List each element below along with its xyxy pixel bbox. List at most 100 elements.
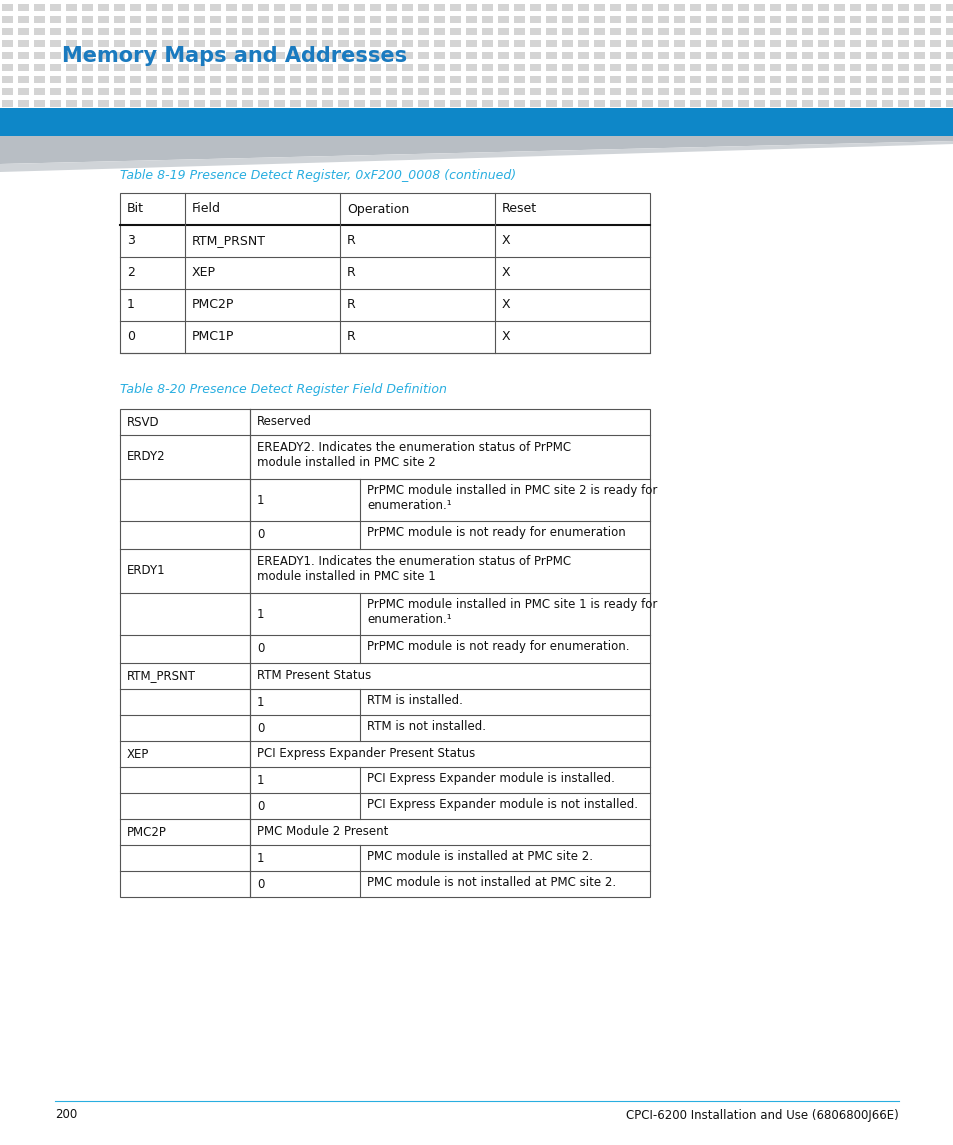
Bar — [530, 100, 540, 106]
Bar — [849, 3, 861, 11]
Bar — [18, 40, 29, 47]
Text: PMC2P: PMC2P — [127, 826, 167, 838]
Bar — [705, 52, 717, 60]
Bar — [514, 40, 524, 47]
Bar — [721, 88, 732, 95]
Bar — [497, 52, 509, 60]
Bar — [50, 27, 61, 35]
Bar — [625, 100, 637, 106]
Bar — [66, 40, 77, 47]
Bar — [34, 40, 45, 47]
Bar — [865, 16, 876, 23]
Bar — [497, 88, 509, 95]
Bar — [82, 27, 92, 35]
Bar — [450, 76, 460, 82]
Bar — [113, 3, 125, 11]
Text: R: R — [347, 235, 355, 247]
Bar — [594, 64, 604, 71]
Bar — [801, 76, 812, 82]
Bar — [130, 16, 141, 23]
Text: RTM_PRSNT: RTM_PRSNT — [192, 235, 266, 247]
Bar — [370, 52, 380, 60]
Bar — [82, 76, 92, 82]
Bar — [658, 52, 668, 60]
Bar — [290, 52, 301, 60]
Bar — [257, 27, 269, 35]
Bar — [785, 76, 796, 82]
Bar — [721, 64, 732, 71]
Bar — [545, 88, 557, 95]
Bar — [322, 52, 333, 60]
Bar — [18, 88, 29, 95]
Bar — [386, 64, 396, 71]
Bar — [274, 52, 285, 60]
Bar — [322, 16, 333, 23]
Bar — [113, 52, 125, 60]
Bar — [817, 16, 828, 23]
Bar — [370, 16, 380, 23]
Bar — [113, 27, 125, 35]
Bar — [306, 76, 316, 82]
Bar — [130, 100, 141, 106]
Bar — [865, 52, 876, 60]
Bar — [193, 64, 205, 71]
Bar — [274, 88, 285, 95]
Bar — [322, 3, 333, 11]
Bar — [417, 88, 429, 95]
Bar — [882, 88, 892, 95]
Bar — [769, 52, 781, 60]
Bar — [401, 64, 413, 71]
Bar — [401, 16, 413, 23]
Bar — [865, 76, 876, 82]
Bar — [226, 3, 236, 11]
Text: Reserved: Reserved — [256, 414, 312, 428]
Text: ERDY1: ERDY1 — [127, 564, 166, 577]
Text: PMC module is not installed at PMC site 2.: PMC module is not installed at PMC site … — [367, 876, 616, 889]
Bar — [226, 64, 236, 71]
Bar — [306, 16, 316, 23]
Text: PCI Express Expander module is not installed.: PCI Express Expander module is not insta… — [367, 798, 638, 811]
Text: R: R — [347, 267, 355, 279]
Bar — [514, 76, 524, 82]
Bar — [290, 100, 301, 106]
Bar — [337, 64, 349, 71]
Bar — [242, 76, 253, 82]
Bar — [897, 88, 908, 95]
Bar — [609, 27, 620, 35]
Bar — [257, 40, 269, 47]
Bar — [257, 16, 269, 23]
Bar — [497, 40, 509, 47]
Bar — [290, 76, 301, 82]
Bar — [82, 52, 92, 60]
Bar — [210, 16, 221, 23]
Bar — [721, 76, 732, 82]
Bar — [434, 16, 444, 23]
Bar — [753, 100, 764, 106]
Bar — [929, 64, 940, 71]
Bar — [785, 52, 796, 60]
Bar — [113, 100, 125, 106]
Bar — [865, 64, 876, 71]
Bar — [561, 76, 573, 82]
Bar — [193, 52, 205, 60]
Bar — [354, 52, 365, 60]
Bar — [450, 100, 460, 106]
Bar — [738, 27, 748, 35]
Bar — [497, 3, 509, 11]
Bar — [738, 88, 748, 95]
Bar — [450, 3, 460, 11]
Bar — [193, 100, 205, 106]
Bar — [641, 40, 652, 47]
Bar — [370, 76, 380, 82]
Bar — [162, 40, 172, 47]
Bar — [322, 64, 333, 71]
Bar — [337, 52, 349, 60]
Text: 200: 200 — [55, 1108, 77, 1121]
Text: Reset: Reset — [501, 203, 537, 215]
Bar — [354, 27, 365, 35]
Bar — [417, 100, 429, 106]
Bar — [673, 16, 684, 23]
Text: 2: 2 — [127, 267, 134, 279]
Bar — [753, 88, 764, 95]
Text: EREADY2. Indicates the enumeration status of PrPMC
module installed in PMC site : EREADY2. Indicates the enumeration statu… — [256, 441, 571, 469]
